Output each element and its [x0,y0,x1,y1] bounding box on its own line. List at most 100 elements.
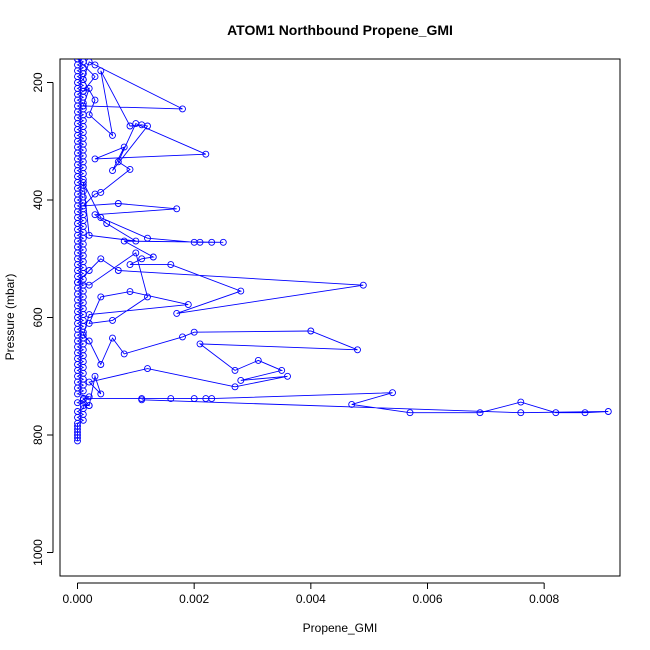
data-point [208,395,216,403]
data-point [126,261,134,269]
data-point [114,267,122,274]
data-point [85,402,93,410]
data-point [85,84,93,92]
data-point [91,73,99,81]
data-point [79,87,87,95]
data-point [284,372,291,380]
y-tick-label: 1000 [31,539,45,566]
y-axis: 200 400 600 800 1000 [31,72,54,566]
data-point [91,96,99,104]
data-point [196,238,204,246]
data-point [85,319,93,327]
data-point [231,366,239,374]
data-point [120,350,128,358]
data-point [97,390,105,398]
data-point [85,337,93,345]
data-point [179,333,186,341]
data-point [149,253,157,261]
data-point [97,67,105,75]
data-point [190,395,198,403]
data-point [91,61,99,69]
data-point [114,158,122,166]
data-point [138,396,146,404]
data-point [91,372,99,380]
x-tick-label: 0.000 [62,592,92,606]
data-point [307,327,315,335]
data-point [167,261,175,269]
data-point [173,309,181,317]
data-point [254,356,262,364]
data-point [85,281,93,289]
x-tick-label: 0.008 [529,592,559,606]
data-point [144,293,151,301]
data-point [132,249,140,257]
data-point [173,205,181,213]
data-point [85,231,93,239]
series-group [74,59,612,445]
data-point [126,122,134,130]
data-point [103,220,111,227]
data-point [85,311,93,319]
data-point [604,408,612,415]
data-point [552,409,560,417]
data-point [237,376,245,384]
data-point [109,131,116,139]
y-axis-label: Pressure (mbar) [3,274,17,361]
data-point [91,190,99,198]
plot-frame [59,58,621,577]
data-point [144,122,151,130]
data-point [389,389,396,397]
x-axis-label: Propene_GMI [303,621,378,635]
data-point [406,409,414,417]
data-point [138,255,146,263]
data-point [79,76,87,84]
data-point [196,340,204,348]
series-line [76,59,609,414]
data-point [219,238,227,246]
y-tick-label: 800 [31,425,45,445]
data-point [114,200,122,207]
data-point [354,346,361,354]
data-point [132,237,140,245]
data-point [348,400,356,408]
y-tick-label: 400 [31,190,45,210]
x-tick-label: 0.006 [412,592,442,606]
data-point [85,111,93,119]
data-point [126,288,134,296]
data-point [144,234,151,242]
data-point [167,395,175,403]
data-point [79,405,87,413]
data-point [85,378,93,386]
data-point [79,202,87,210]
data-point [120,237,128,245]
data-point [202,150,210,158]
data-point [231,383,239,391]
data-point [97,255,105,263]
data-point [109,334,116,342]
data-point [91,155,99,163]
data-point [109,167,116,175]
data-point [208,238,216,246]
data-point [74,278,81,286]
data-point [74,399,81,407]
data-point [85,59,93,66]
data-point [359,281,367,289]
y-tick-label: 600 [31,307,45,327]
data-point [74,422,81,430]
data-point [74,408,81,415]
data-point [120,143,128,151]
data-point [97,214,105,222]
data-point [91,211,99,219]
data-point [581,409,589,417]
data-point [79,331,87,339]
data-point [97,293,105,301]
data-point [144,365,151,373]
data-point [79,178,87,186]
y-tick-label: 200 [31,72,45,92]
data-point [132,120,140,128]
series-layer [74,59,612,445]
chart-title: ATOM1 Northbound Propene_GMI [227,22,453,38]
data-point [476,409,484,417]
data-point [517,398,525,406]
